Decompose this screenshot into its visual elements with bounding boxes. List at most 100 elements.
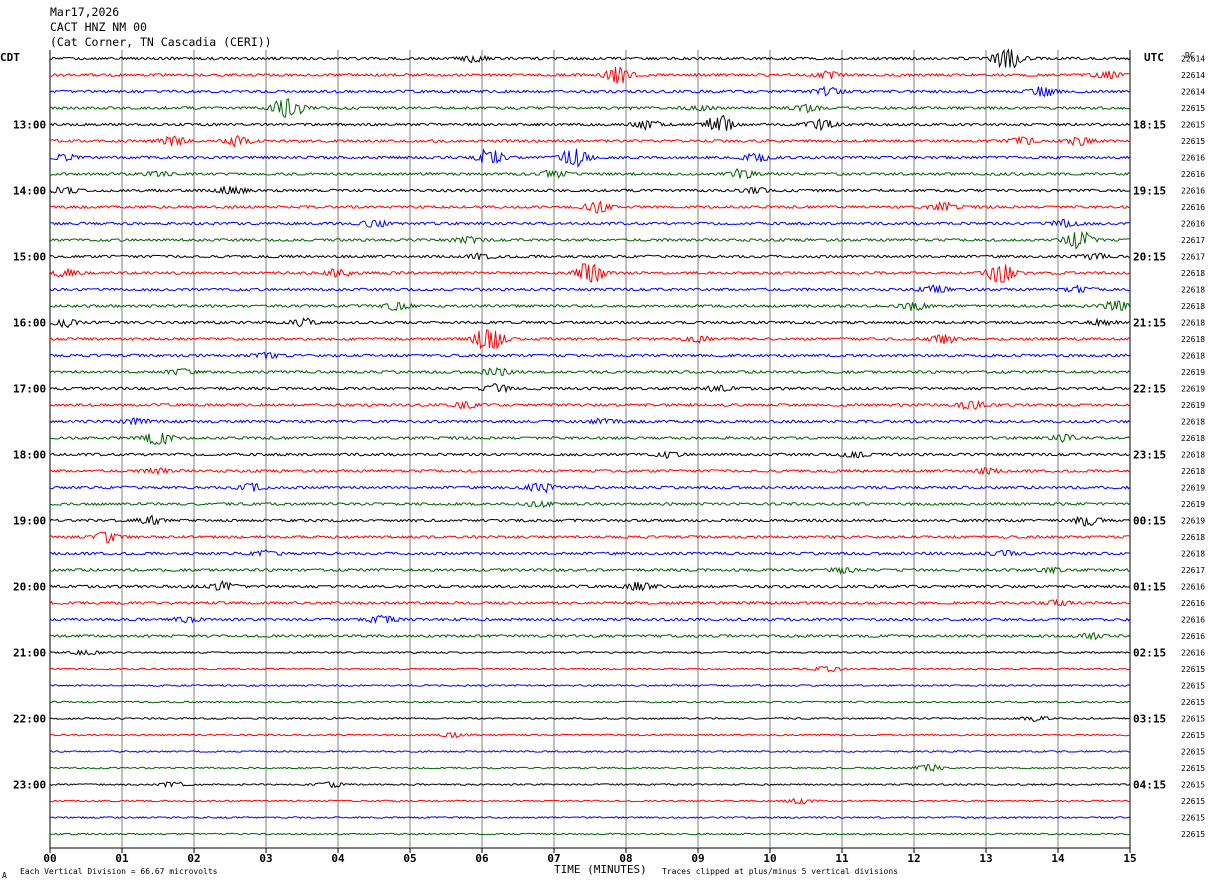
dc-value: 22616 [1181, 649, 1205, 658]
trace-line [49, 632, 1131, 641]
trace-line [49, 649, 1131, 657]
dc-value: 22616 [1181, 220, 1205, 229]
trace-line [49, 700, 1131, 704]
trace-line [49, 467, 1131, 476]
trace-line [49, 148, 1131, 169]
trace-line [49, 499, 1131, 509]
dc-value: 22618 [1181, 533, 1205, 542]
trace-line [49, 531, 1131, 544]
trace-line [49, 684, 1131, 687]
trace-line [49, 715, 1131, 723]
trace-line [49, 134, 1131, 148]
left-hour-label: 14:00 [13, 185, 46, 198]
dc-value: 22615 [1181, 830, 1205, 839]
x-tick-label: 10 [763, 852, 776, 865]
trace-line [49, 351, 1131, 361]
left-hour-label: 13:00 [13, 119, 46, 132]
x-tick-label: 01 [115, 852, 129, 865]
x-tick-label: 08 [619, 852, 632, 865]
trace-line [49, 417, 1131, 426]
x-tick-label: 14 [1051, 852, 1065, 865]
left-hour-label: 19:00 [13, 515, 46, 528]
dc-value: 22614 [1181, 71, 1205, 80]
dc-value: 22619 [1181, 517, 1205, 526]
trace-line [49, 666, 1131, 673]
trace-line [49, 200, 1131, 214]
grid-lines [49, 50, 1131, 849]
dc-value: 22618 [1181, 451, 1205, 460]
dc-value: 22615 [1181, 715, 1205, 724]
x-axis-ticks: 00 01 02 03 04 05 06 07 08 09 10 11 12 13 14 15 [43, 848, 1137, 865]
dc-value: 22616 [1181, 154, 1205, 163]
dc-value: 22618 [1181, 418, 1205, 427]
trace-line [49, 85, 1131, 98]
dc-value: 22618 [1181, 434, 1205, 443]
right-hour-label: 00:15 [1133, 515, 1166, 528]
x-tick-label: 09 [691, 852, 704, 865]
left-hour-label: 22:00 [13, 713, 46, 726]
x-tick-label: 02 [187, 852, 200, 865]
x-tick-label: 07 [547, 852, 560, 865]
dc-value: 22619 [1181, 484, 1205, 493]
left-hour-label: 20:00 [13, 581, 46, 594]
dc-value: 22614 [1181, 55, 1205, 64]
dc-value: 22618 [1181, 352, 1205, 361]
trace-line [49, 252, 1131, 261]
trace-line [49, 763, 1131, 773]
trace-line [49, 598, 1131, 607]
dc-value: 22615 [1181, 121, 1205, 130]
dc-value: 22615 [1181, 814, 1205, 823]
trace-line [49, 263, 1131, 283]
x-tick-label: 11 [835, 852, 849, 865]
trace-line [49, 450, 1131, 459]
station-code: CACT HNZ NM 00 [50, 20, 147, 34]
trace-line [49, 329, 1131, 350]
left-hour-label: 23:00 [13, 779, 46, 792]
dc-value: 22616 [1181, 203, 1205, 212]
x-tick-label: 13 [979, 852, 992, 865]
left-hour-label: 21:00 [13, 647, 46, 660]
dc-value: 22618 [1181, 286, 1205, 295]
x-tick-label: 12 [907, 852, 920, 865]
seismic-traces [49, 48, 1131, 836]
corner-mark: A [2, 871, 7, 880]
dc-value: 22617 [1181, 566, 1205, 575]
dc-value: 22615 [1181, 748, 1205, 757]
trace-line [49, 230, 1131, 250]
right-hour-label: 21:15 [1133, 317, 1166, 330]
dc-value: 22615 [1181, 781, 1205, 790]
x-tick-label: 04 [331, 852, 345, 865]
dc-value: 22614 [1181, 88, 1205, 97]
trace-line [49, 781, 1131, 789]
trace-line [49, 566, 1130, 576]
trace-line [49, 580, 1131, 592]
dc-value: 22618 [1181, 319, 1205, 328]
dc-value: 22616 [1181, 616, 1205, 625]
right-hour-label: 23:15 [1133, 449, 1166, 462]
dc-value: 22615 [1181, 137, 1205, 146]
dc-value: 22619 [1181, 401, 1205, 410]
right-hour-label: 04:15 [1133, 779, 1166, 792]
x-tick-label: 00 [43, 852, 56, 865]
dc-value: 22617 [1181, 253, 1205, 262]
dc-value: 22615 [1181, 665, 1205, 674]
trace-line [49, 300, 1131, 312]
left-timezone-label: CDT [0, 51, 20, 64]
trace-line [49, 731, 1130, 739]
left-hour-label: 16:00 [13, 317, 46, 330]
trace-line [49, 750, 1131, 753]
trace-line [49, 514, 1131, 528]
trace-line [49, 614, 1131, 624]
dc-value: 22618 [1181, 335, 1205, 344]
right-hour-label: 03:15 [1133, 713, 1166, 726]
trace-line [49, 114, 1131, 132]
scale-note: Each Vertical Division = 66.67 microvolt… [20, 867, 218, 876]
dc-value: 22615 [1181, 682, 1205, 691]
trace-line [49, 815, 1131, 819]
dc-value: 22616 [1181, 187, 1205, 196]
right-hour-label: 20:15 [1133, 251, 1166, 264]
x-axis-title: TIME (MINUTES) [554, 863, 647, 876]
dc-value: 22615 [1181, 698, 1205, 707]
dc-value: 22615 [1181, 104, 1205, 113]
